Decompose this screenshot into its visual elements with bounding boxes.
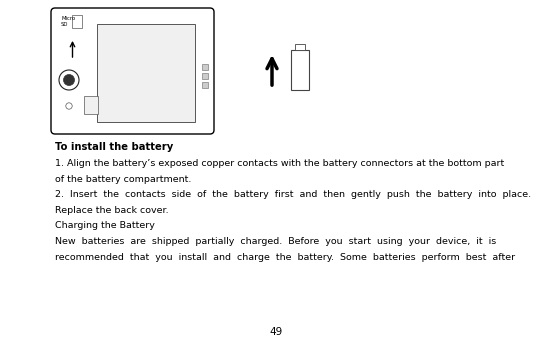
Circle shape: [66, 103, 72, 109]
Text: New  batteries  are  shipped  partially  charged.  Before  you  start  using  yo: New batteries are shipped partially char…: [55, 237, 496, 246]
Text: 49: 49: [270, 327, 283, 337]
Text: 1. Align the battery’s exposed copper contacts with the battery connectors at th: 1. Align the battery’s exposed copper co…: [55, 159, 504, 169]
Text: recommended  that  you  install  and  charge  the  battery.  Some  batteries  pe: recommended that you install and charge …: [55, 252, 515, 261]
Text: of the battery compartment.: of the battery compartment.: [55, 175, 191, 184]
Bar: [202, 74, 208, 79]
Bar: [202, 82, 208, 88]
Text: Micro
SD: Micro SD: [61, 16, 75, 27]
Text: Replace the back cover.: Replace the back cover.: [55, 206, 169, 215]
Bar: [202, 65, 208, 70]
Bar: [295, 45, 305, 50]
Bar: [97, 24, 195, 122]
FancyBboxPatch shape: [51, 8, 214, 134]
Circle shape: [64, 74, 75, 86]
Text: 2.  Insert  the  contacts  side  of  the  battery  first  and  then  gently  pus: 2. Insert the contacts side of the batte…: [55, 191, 531, 200]
Text: To install the battery: To install the battery: [55, 142, 173, 152]
Bar: [84, 96, 98, 114]
Bar: [72, 15, 82, 28]
Circle shape: [59, 70, 79, 90]
Bar: [291, 50, 309, 90]
Text: Charging the Battery: Charging the Battery: [55, 222, 155, 230]
